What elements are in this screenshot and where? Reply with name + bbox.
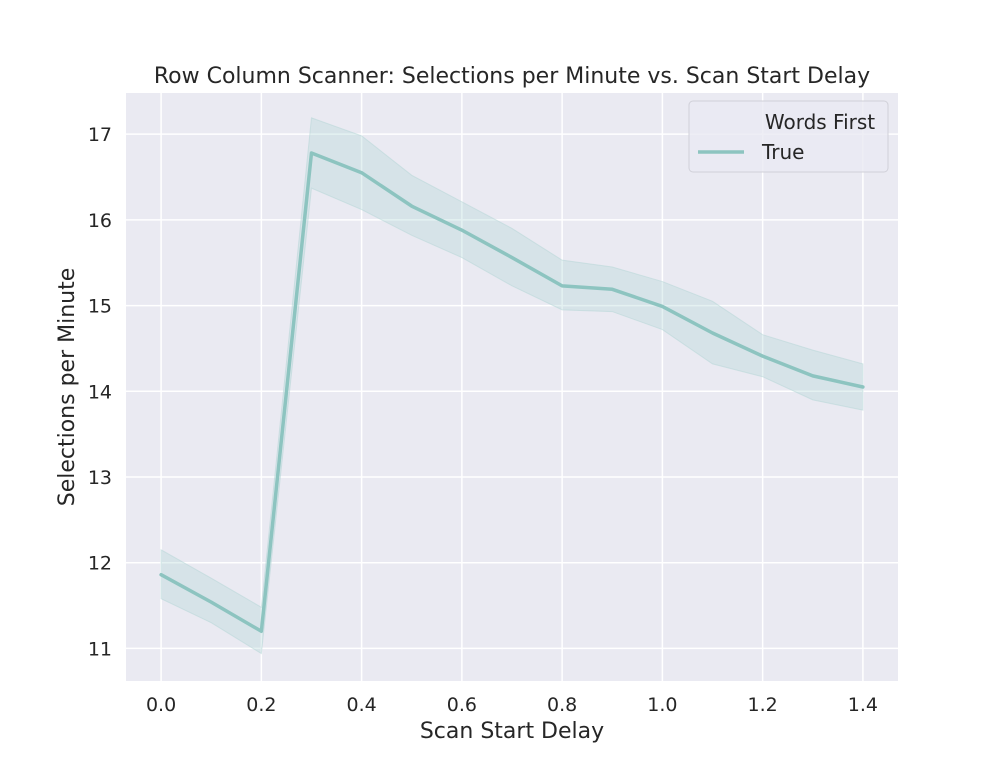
x-tick-label: 1.4 (848, 694, 878, 716)
y-tick-label: 13 (88, 467, 112, 489)
legend: Words First True (688, 100, 889, 173)
legend-title: Words First (765, 110, 875, 134)
chart-title: Row Column Scanner: Selections per Minut… (154, 64, 870, 89)
y-tick-label: 14 (88, 381, 112, 403)
x-tick-label: 0.6 (447, 694, 477, 716)
y-tick-label: 15 (88, 296, 112, 318)
plot-background (126, 93, 898, 681)
confidence-band-layer (160, 117, 864, 655)
y-tick-labels: 11 12 13 14 15 16 17 (88, 124, 112, 660)
y-tick-label: 12 (88, 553, 112, 575)
x-tick-labels: 0.0 0.2 0.4 0.6 0.8 1.0 1.2 1.4 (146, 694, 878, 716)
x-tick-label: 1.0 (647, 694, 677, 716)
legend-box (688, 100, 889, 173)
y-tick-label: 11 (88, 638, 112, 660)
y-axis-label: Selections per Minute (55, 268, 80, 507)
series-line-true (159, 151, 865, 634)
grid-lines (126, 93, 898, 681)
x-tick-label: 0.8 (547, 694, 577, 716)
x-tick-label: 0.4 (347, 694, 377, 716)
series-line-layer (159, 151, 865, 634)
y-tick-label: 17 (88, 124, 112, 146)
x-tick-label: 0.0 (146, 694, 176, 716)
x-axis-label: Scan Start Delay (420, 719, 604, 744)
y-tick-label: 16 (88, 210, 112, 232)
confidence-band (160, 117, 864, 655)
legend-entry-true: True (761, 140, 804, 164)
x-tick-label: 1.2 (748, 694, 778, 716)
x-tick-label: 0.2 (246, 694, 276, 716)
